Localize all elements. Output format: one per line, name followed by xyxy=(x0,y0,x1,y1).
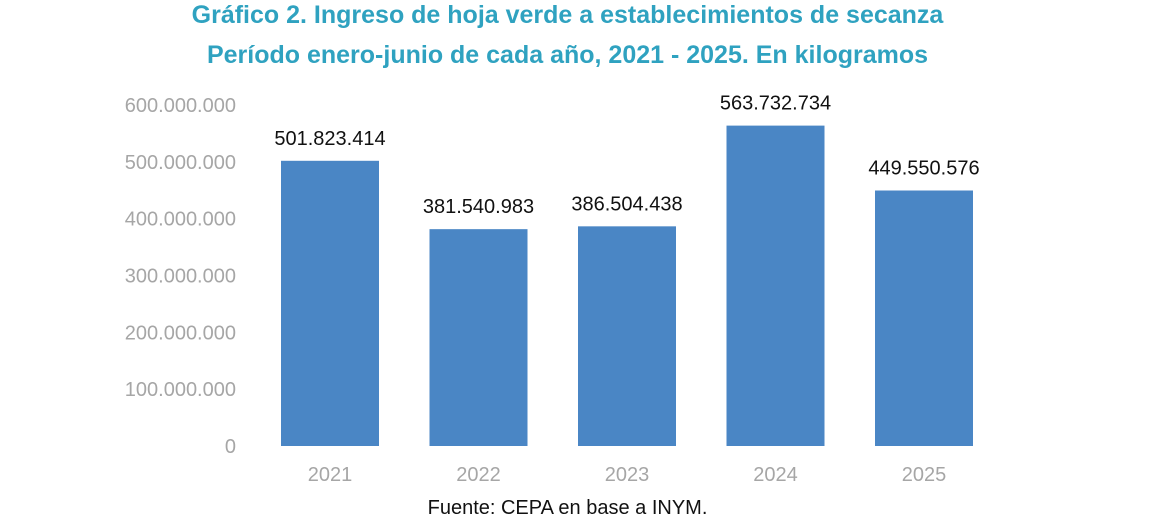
bar-2025 xyxy=(875,190,973,446)
data-label: 386.504.438 xyxy=(571,193,682,215)
source-note: Fuente: CEPA en base a INYM. xyxy=(427,497,708,519)
y-tick-label: 300.000.000 xyxy=(125,266,236,288)
data-label: 501.823.414 xyxy=(274,128,385,150)
bar-2022 xyxy=(429,229,528,446)
y-tick-label: 100.000.000 xyxy=(125,379,236,401)
x-tick-label: 2022 xyxy=(456,464,501,486)
data-label: 449.550.576 xyxy=(868,158,979,180)
data-label: 381.540.983 xyxy=(423,196,534,218)
bar-2021 xyxy=(281,160,379,446)
x-tick-label: 2021 xyxy=(308,464,353,486)
chart-subtitle: Período enero-junio de cada año, 2021 - … xyxy=(206,41,929,69)
bar-2023 xyxy=(578,226,676,446)
x-tick-label: 2023 xyxy=(605,464,650,486)
bar-2024 xyxy=(726,125,825,447)
y-tick-label: 0 xyxy=(225,436,236,458)
y-tick-label: 400.000.000 xyxy=(125,209,236,231)
y-tick-label: 500.000.000 xyxy=(125,152,236,174)
y-tick-label: 600.000.000 xyxy=(125,95,236,117)
y-tick-label: 200.000.000 xyxy=(125,322,236,344)
x-tick-label: 2025 xyxy=(902,464,947,486)
x-tick-label: 2024 xyxy=(753,464,798,486)
data-label: 563.732.734 xyxy=(720,93,831,115)
chart-title: Gráfico 2. Ingreso de hoja verde a estab… xyxy=(191,1,944,29)
